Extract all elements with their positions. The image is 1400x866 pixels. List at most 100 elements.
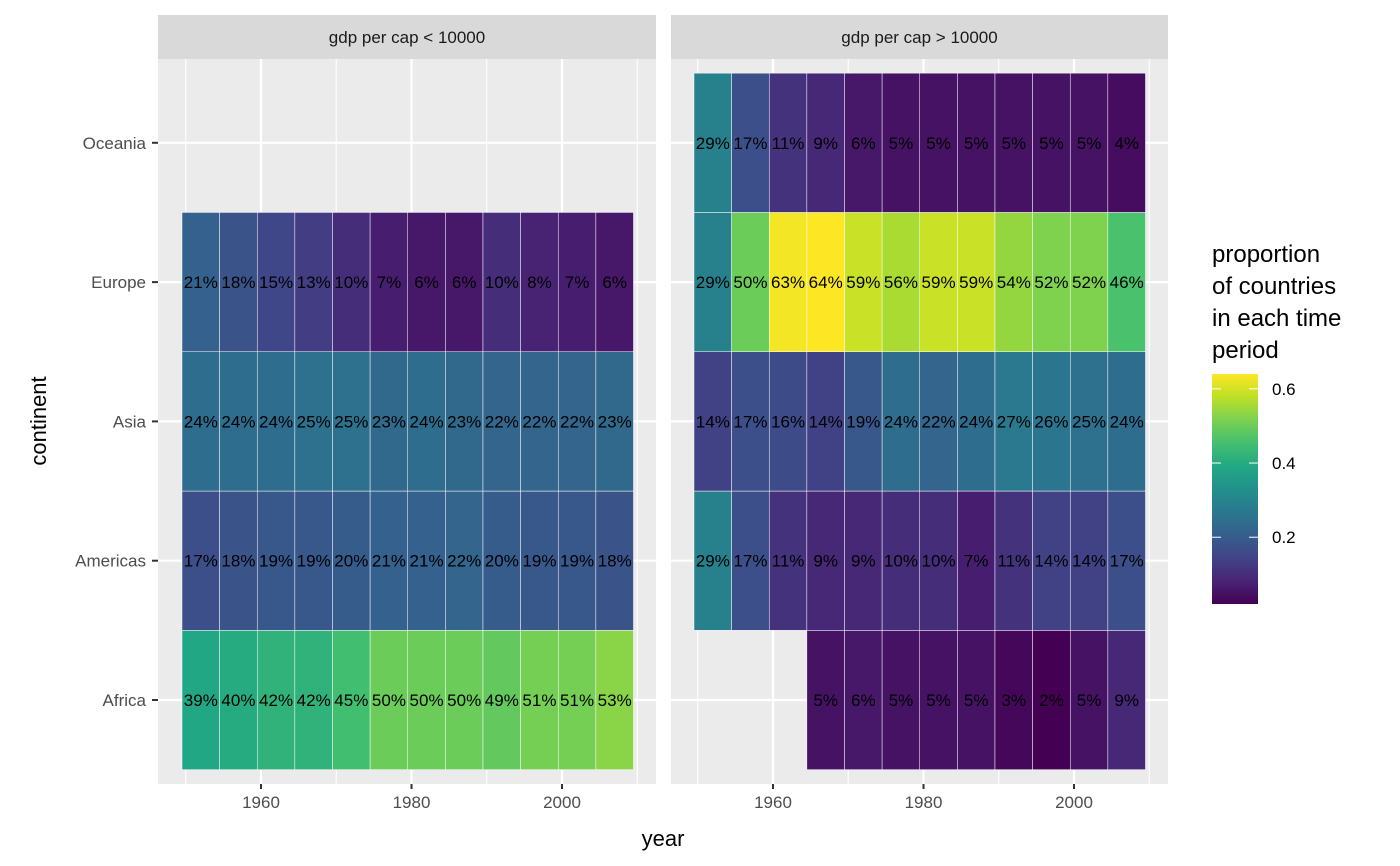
tile-label: 5% [889,691,914,710]
tile-label: 7% [565,273,590,292]
heatmap-tile [520,212,559,352]
heatmap-tile [445,490,484,631]
heatmap-tile [407,630,446,770]
legend: proportion of countries in each time period… [1212,241,1341,604]
heatmap-tile [1107,72,1146,213]
heatmap-tile [844,351,883,492]
legend-title-line: in each time [1212,305,1341,332]
heatmap-tile [595,212,634,352]
heatmap-tile [369,212,408,352]
heatmap-tile [957,490,996,631]
tile-label: 21% [372,552,406,571]
heatmap-tile [557,212,597,352]
tile-label: 5% [1002,134,1027,153]
tile-label: 6% [851,691,876,710]
tile-label: 5% [889,134,914,153]
tile-label: 18% [598,552,632,571]
tile-label: 51% [560,691,594,710]
facet-strip-label: gdp per cap > 10000 [841,28,997,47]
tile-label: 4% [1114,134,1139,153]
tile-label: 53% [598,691,632,710]
heatmap-tile [1032,351,1071,492]
legend-colorbar [1212,374,1258,604]
tile-label: 17% [1110,552,1144,571]
tile-label: 46% [1110,273,1144,292]
facet-strip [671,15,1168,59]
tile-label: 40% [221,691,255,710]
tile-label: 18% [221,552,255,571]
tile-label: 24% [259,412,293,431]
tile-label: 64% [809,273,843,292]
heatmap-tile [693,351,732,492]
tile-label: 21% [184,273,218,292]
legend-title-line: of countries [1212,273,1336,300]
tile-label: 11% [772,552,805,571]
legend-tick-label: 0.4 [1272,454,1296,473]
heatmap-tile [369,490,408,631]
tile-label: 9% [851,552,876,571]
heatmap-tile [731,212,770,352]
tile-label: 5% [1039,134,1064,153]
heatmap-tile [1032,490,1071,631]
heatmap-tile [1107,630,1146,770]
x-tick-label: 1980 [393,793,431,812]
tile-label: 56% [884,273,918,292]
tile-label: 59% [959,273,993,292]
tile-label: 22% [485,412,519,431]
heatmap-tile [994,630,1033,770]
heatmap-tile [806,212,845,352]
heatmap-tile [294,212,333,352]
tile-label: 10% [485,273,519,292]
y-tick-label: Oceania [83,134,147,153]
tile-label: 49% [485,691,519,710]
heatmap-tile [1069,72,1109,213]
heatmap-tile [731,72,770,213]
heatmap-tile [219,351,258,492]
heatmap-tile [332,351,371,492]
heatmap-tile [595,351,634,492]
y-tick-label: Africa [103,691,147,710]
heatmap-tile [768,490,808,631]
tile-label: 21% [410,552,444,571]
heatmap-tile [595,490,634,631]
tile-label: 17% [184,552,218,571]
heatmap-tile [520,351,559,492]
heatmap-tile [957,72,996,213]
legend-tick-label: 0.6 [1272,380,1296,399]
heatmap-tile [1032,212,1071,352]
heatmap-tile [919,490,958,631]
heatmap-tile [445,351,484,492]
y-axis-title: continent [26,376,51,465]
heatmap-tile [844,490,883,631]
tile-label: 5% [813,691,838,710]
y-axis: Africa Americas Asia Europe Oceania [75,134,158,710]
tile-label: 15% [259,273,293,292]
tile-label: 25% [297,412,331,431]
tile-label: 5% [926,134,951,153]
tile-label: 16% [771,412,805,431]
facet-panel: gdp per cap > 10000 5% 6% 5% 5% 5% 3% 2% 5% 9% 29%… [671,15,1168,812]
x-tick-label: 1960 [242,793,280,812]
heatmap-tile [482,490,521,631]
heatmap-tile [294,490,333,631]
heatmap-tile [256,351,296,492]
tile-label: 17% [733,412,767,431]
heatmap-tile [1107,351,1146,492]
y-tick-label: Asia [113,412,147,431]
heatmap-tile [693,212,732,352]
tile-label: 19% [846,412,880,431]
tile-label: 14% [1034,552,1068,571]
heatmap-tile [1069,490,1109,631]
tile-label: 24% [221,412,255,431]
tile-label: 23% [598,412,632,431]
heatmap-tile [407,490,446,631]
tile-label: 50% [410,691,444,710]
tile-label: 19% [297,552,331,571]
x-axis-title: year [642,826,685,851]
heatmap-tile [919,72,958,213]
x-tick-label: 1960 [754,793,792,812]
heatmap-tile [957,351,996,492]
tile-label: 10% [334,273,368,292]
